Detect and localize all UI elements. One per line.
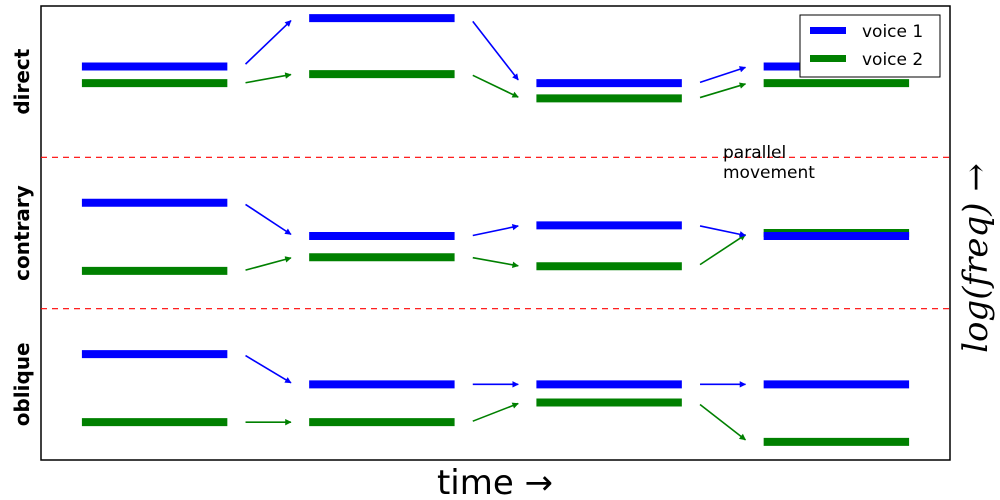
legend-swatch-voice-2 [810, 55, 846, 62]
arrow-voice-1-direct-3 [699, 66, 747, 84]
row-labels: direct contrary oblique [10, 48, 34, 426]
legend-swatch-voice-1 [810, 27, 846, 34]
row-label-contrary: contrary [10, 185, 34, 281]
legend-label-voice-1: voice 1 [862, 22, 923, 42]
arrow-voice-2-contrary-2 [472, 256, 519, 268]
legend-label-voice-2: voice 2 [862, 50, 923, 70]
arrow-voice-2-contrary-3 [699, 233, 747, 266]
arrow-voice-1-direct-1 [244, 19, 292, 65]
annotation-line-2: movement [723, 163, 815, 183]
row-label-oblique: oblique [10, 342, 34, 426]
arrow-voice-1-oblique-1 [245, 354, 292, 384]
row-label-direct: direct [10, 48, 34, 114]
y-axis-label: log(freq) → [956, 163, 996, 353]
arrow-voice-2-contrary-1 [245, 256, 292, 271]
arrow-voice-2-direct-1 [245, 72, 292, 84]
annotation-line-1: parallel [723, 143, 786, 163]
arrow-voice-1-contrary-3 [699, 225, 747, 238]
arrow-voice-2-oblique-3 [699, 403, 746, 441]
row-dividers [41, 156, 950, 310]
arrow-voice-2-oblique-2 [472, 402, 519, 422]
x-axis-label: time → [437, 463, 553, 500]
arrow-voice-2-direct-3 [699, 82, 747, 99]
arrow-voice-1-direct-2 [472, 20, 519, 81]
arrow-voice-1-contrary-1 [245, 203, 292, 236]
arrow-voice-2-direct-2 [472, 74, 519, 98]
movement-arrows [244, 19, 747, 441]
arrow-voice-1-contrary-2 [472, 224, 519, 237]
legend: voice 1 voice 2 [799, 14, 941, 78]
